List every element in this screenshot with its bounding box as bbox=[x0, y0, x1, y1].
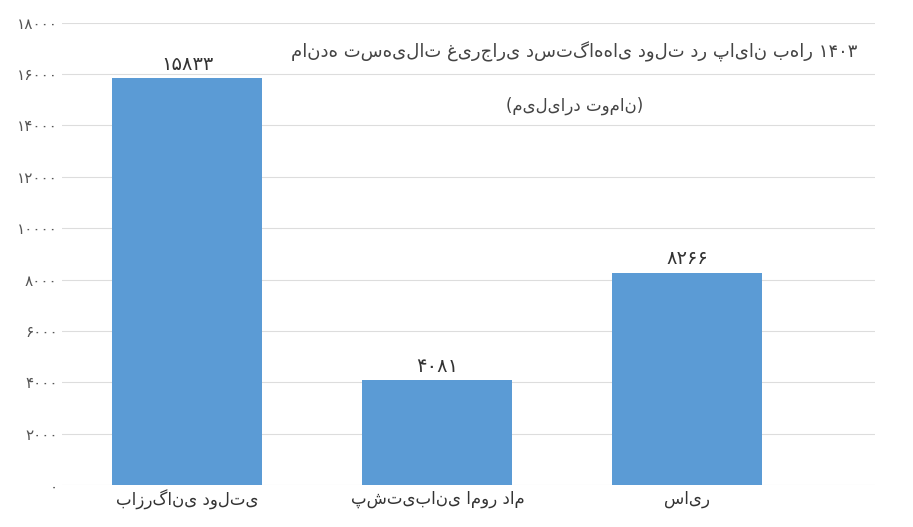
Text: (میلیارد تومان): (میلیارد تومان) bbox=[506, 96, 643, 115]
Text: ۸۲۶۶: ۸۲۶۶ bbox=[666, 249, 708, 268]
Bar bbox=[362, 380, 512, 485]
Bar bbox=[613, 273, 762, 485]
Bar bbox=[112, 79, 262, 485]
Text: ۴۰۸۱: ۴۰۸۱ bbox=[416, 357, 458, 376]
Text: ۱۵۸۳۳: ۱۵۸۳۳ bbox=[162, 55, 214, 74]
Text: مانده تسهیلات غیرجاری دستگاه‌های دولت در پایان بهار ۱۴۰۳: مانده تسهیلات غیرجاری دستگاه‌های دولت در… bbox=[291, 41, 857, 62]
